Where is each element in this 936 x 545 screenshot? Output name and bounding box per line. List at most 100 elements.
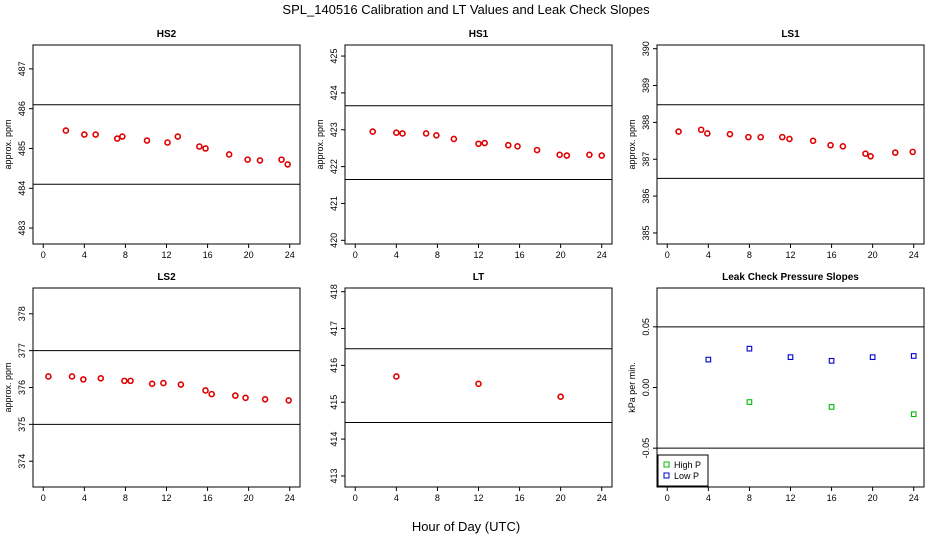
data-point [119,133,126,140]
data-point [909,148,917,156]
data-point [778,133,786,141]
data-point [369,128,377,135]
x-tick-label: 24 [909,250,919,260]
y-tick-label: 388 [641,115,651,130]
panel-title: Leak Check Pressure Slopes [722,272,859,283]
y-tick-label: 378 [17,306,27,321]
y-tick-label: 421 [329,196,339,211]
y-tick-label: 420 [329,233,339,248]
y-tick-label: 385 [641,225,651,240]
data-point [910,353,917,359]
data-point [113,135,121,142]
data-point [225,151,233,158]
y-tick-label: 416 [329,358,339,373]
y-tick-label: 486 [17,101,27,116]
x-tick-label: 12 [785,250,795,260]
y-tick-label: 483 [17,221,27,236]
plot-frame [344,44,613,245]
y-tick-label: 389 [641,78,651,93]
x-tick-label: 16 [515,250,525,260]
y-axis-label: approx. ppm [3,362,13,412]
data-point [704,130,711,137]
panel-lt: LT 0 4 8 12 16 20 24 413 414 415 416 417 418 [329,272,613,503]
y-tick-label: 376 [17,380,27,395]
panel-ls2: LS2 0 4 8 12 16 20 24 374 375 376 377 378 approx. ppm [3,272,301,503]
x-tick-label: 12 [161,250,171,260]
y-tick-label: -0.05 [641,438,651,459]
data-point [81,131,88,138]
y-tick-label: 487 [17,61,27,76]
data-point [757,133,765,141]
y-tick-label: 375 [17,417,27,432]
data-point [828,357,835,364]
x-tick-label: 20 [868,493,878,503]
data-point [862,150,869,158]
x-tick-label: 24 [285,493,295,503]
data-point [745,133,752,141]
panel-title: LT [473,272,484,283]
data-point [278,156,285,163]
data-point [261,395,269,403]
x-tick-label: 4 [82,250,87,260]
data-point [910,411,917,418]
x-tick-label: 0 [41,493,46,503]
data-point [202,387,209,394]
data-point [244,156,251,163]
data-point [45,373,52,380]
x-tick-label: 24 [285,250,295,260]
data-point [697,126,705,134]
x-tick-label: 0 [41,250,46,260]
x-tick-label: 12 [785,493,795,503]
data-point [746,345,753,352]
x-tick-label: 4 [394,250,399,260]
data-point [563,152,571,159]
data-point [481,139,488,147]
x-tick-label: 12 [161,493,171,503]
data-point [196,143,203,150]
y-axis-label: kPa per min. [627,362,637,413]
y-tick-label: 417 [329,321,339,336]
data-point [475,380,482,388]
panel-ls1: LS1 0 4 8 12 16 20 24 385 386 387 388 389 390 approx. … [627,29,925,260]
x-tick-label: 16 [827,250,837,260]
data-point [92,131,99,138]
x-tick-label: 24 [909,493,919,503]
data-point [726,130,734,138]
data-point [256,157,264,164]
data-point [450,135,458,143]
data-point [705,356,712,363]
panel-hs1: HS1 0 4 8 12 16 20 24 420 421 422 423 424 425 approx. … [315,29,613,260]
data-point [533,146,541,154]
legend-box [657,454,709,487]
y-tick-label: 386 [641,189,651,204]
x-tick-label: 16 [827,493,837,503]
x-tick-label: 8 [123,250,128,260]
data-point [202,145,209,152]
data-point [867,152,874,160]
data-point [177,381,185,388]
data-point [475,140,482,148]
figure-x-axis-label: Hour of Day (UTC) [412,519,520,534]
data-point [121,377,128,385]
data-point [242,394,249,402]
y-axis-label: approx. ppm [627,119,637,169]
data-point [675,128,682,135]
plot-frame [656,44,925,245]
panel-title: LS1 [781,29,800,40]
y-tick-label: 484 [17,181,27,196]
data-point [393,373,400,380]
x-tick-label: 0 [665,493,670,503]
data-point [809,137,817,145]
x-tick-label: 20 [868,250,878,260]
y-tick-label: 415 [329,395,339,410]
x-tick-label: 20 [244,250,254,260]
data-point [746,399,753,405]
y-tick-label: 424 [329,85,339,100]
data-point [399,130,406,137]
data-point [598,152,606,159]
data-point [557,393,564,401]
x-tick-label: 16 [203,493,213,503]
data-point [556,151,563,159]
data-point [869,354,876,361]
